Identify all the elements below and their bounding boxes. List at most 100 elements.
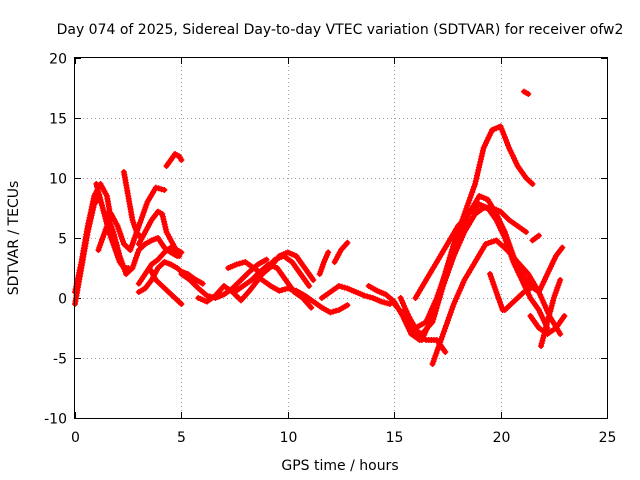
data-point <box>86 224 90 228</box>
data-point <box>173 296 177 300</box>
data-point <box>150 262 154 266</box>
data-point <box>562 314 566 318</box>
data-point <box>520 278 524 282</box>
data-point <box>526 272 530 276</box>
data-point <box>320 296 324 300</box>
data-point <box>494 290 498 294</box>
data-point <box>299 272 303 276</box>
data-point <box>294 254 298 258</box>
series-arc-7 <box>135 208 183 259</box>
data-point <box>235 262 239 266</box>
data-point <box>484 242 488 246</box>
data-point <box>177 254 181 258</box>
series-arc-16 <box>259 277 351 316</box>
data-point <box>154 186 158 190</box>
data-point <box>528 286 532 290</box>
data-point <box>482 146 486 150</box>
data-point <box>250 278 254 282</box>
data-point <box>545 272 549 276</box>
data-point <box>505 248 509 252</box>
data-point <box>196 286 200 290</box>
series-arc-32 <box>538 277 564 349</box>
data-point <box>133 236 137 240</box>
data-point <box>554 254 558 258</box>
data-series <box>72 88 568 367</box>
data-point <box>177 154 181 158</box>
data-point <box>509 302 513 306</box>
data-point <box>473 260 477 264</box>
data-point <box>477 194 481 198</box>
series-arc-13 <box>195 253 313 305</box>
data-point <box>420 338 424 342</box>
chart-title: Day 074 of 2025, Sidereal Day-to-day VTE… <box>57 22 624 38</box>
data-point <box>186 272 190 276</box>
data-point <box>528 314 532 318</box>
data-point <box>503 308 507 312</box>
data-point <box>537 326 541 330</box>
data-point <box>322 260 326 264</box>
data-point <box>156 210 160 214</box>
data-point <box>424 320 428 324</box>
data-point <box>205 300 209 304</box>
data-point <box>473 212 477 216</box>
data-point <box>105 194 109 198</box>
data-point <box>143 242 147 246</box>
data-point <box>545 320 549 324</box>
data-point <box>148 266 151 270</box>
data-point <box>303 266 307 270</box>
x-tick-label: 20 <box>493 430 511 446</box>
data-point <box>128 248 132 252</box>
series-arc-6 <box>120 169 144 241</box>
data-point <box>118 254 122 258</box>
data-point <box>309 306 313 310</box>
data-point <box>339 248 343 252</box>
y-tick-label: 5 <box>58 232 67 248</box>
data-point <box>179 250 183 254</box>
data-point <box>409 326 413 330</box>
data-point <box>522 290 526 294</box>
series-arc-31 <box>521 88 532 97</box>
data-point <box>286 250 290 254</box>
data-point <box>431 320 434 324</box>
data-point <box>96 248 100 252</box>
data-point <box>467 212 471 216</box>
data-point <box>420 332 424 336</box>
data-point <box>154 278 158 282</box>
data-point <box>499 210 503 214</box>
data-point <box>92 194 96 198</box>
data-point <box>462 278 466 282</box>
data-point <box>441 284 445 288</box>
data-point <box>277 289 281 293</box>
series-arc-33 <box>535 244 566 295</box>
data-point <box>162 188 166 192</box>
data-point <box>94 182 98 186</box>
data-point <box>284 278 288 282</box>
data-point <box>499 124 503 128</box>
data-point <box>558 278 562 282</box>
data-point <box>269 284 273 288</box>
data-point <box>222 292 226 296</box>
y-tick-label: 0 <box>58 292 67 308</box>
y-tick-label: 10 <box>49 172 67 188</box>
data-point <box>345 241 349 245</box>
data-point <box>143 272 147 276</box>
data-point <box>165 230 168 234</box>
data-point <box>441 332 445 336</box>
data-point <box>126 194 130 198</box>
series-arc-9 <box>135 259 206 295</box>
data-point <box>488 272 492 276</box>
data-point <box>456 224 460 228</box>
data-point <box>233 290 237 294</box>
data-point <box>156 266 160 270</box>
data-point <box>554 326 558 330</box>
data-point <box>328 310 332 314</box>
data-point <box>143 286 147 290</box>
data-point <box>337 308 341 312</box>
x-tick-label: 15 <box>386 430 404 446</box>
data-point <box>175 266 179 270</box>
data-point <box>333 260 337 264</box>
data-point <box>122 242 126 246</box>
data-point <box>443 350 447 354</box>
data-point <box>156 236 160 240</box>
y-tick-label: 15 <box>49 112 67 128</box>
